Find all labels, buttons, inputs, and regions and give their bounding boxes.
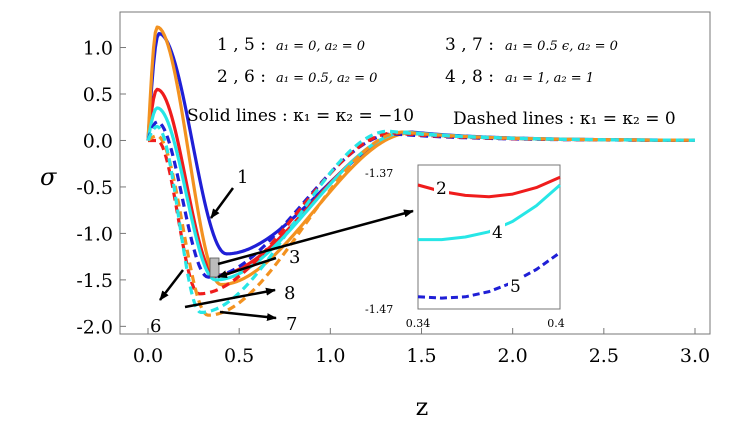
inset-series-line-5	[417, 251, 561, 300]
inset-curve-label-5: 5	[510, 277, 521, 297]
y-tick-label: -2.0	[76, 316, 113, 338]
inset-x-tick-left: 0.34	[406, 317, 431, 330]
legend-entry-3-7-params: a₁ = 0.5 ϵ, a₂ = 0	[505, 39, 618, 54]
y-tick-label: -1.0	[76, 223, 113, 245]
y-axis-label: σ	[40, 163, 57, 191]
x-tick-label: 0.5	[224, 345, 254, 367]
y-tick-label: -1.5	[76, 270, 113, 292]
plot-frame	[119, 11, 711, 335]
arrow-curve-7	[219, 310, 277, 322]
x-tick-label: 1.0	[315, 345, 345, 367]
series-line-8	[146, 124, 696, 315]
inset-curve-label-2: 2	[436, 179, 447, 199]
tick-group: 0.0 0.5 1.0 1.5 2.0 2.5 3.0 1.0 0.5 0.0 -0.5 -1.0 -1…	[76, 38, 710, 367]
inset-x-tick-right: 0.4	[547, 317, 565, 330]
arrow-to-inset	[217, 209, 414, 266]
inset-y-tick-top: -1.37	[365, 167, 393, 180]
x-tick-label: 3.0	[680, 345, 710, 367]
x-tick-label: 2.0	[498, 345, 528, 367]
legend-entry-1-5-id: 1 , 5 :	[217, 35, 266, 55]
solid-lines-note: Solid lines : κ₁ = κ₂ = −10	[187, 106, 414, 126]
annotation-label-1: 1	[237, 167, 248, 188]
legend-entry-1-5-params: a₁ = 0, a₂ = 0	[276, 39, 365, 54]
annotation-label-3: 3	[289, 247, 300, 268]
legend-entry-4-8-id: 4 , 8 :	[445, 67, 494, 87]
arrow-curve-1	[209, 187, 235, 219]
legend-entry-3-7-id: 3 , 7 :	[445, 35, 494, 55]
x-axis-label: z	[416, 393, 429, 421]
zoom-region-marker	[209, 257, 220, 278]
inset-series-group: 2 4 5	[417, 175, 561, 300]
annotation-arrows	[159, 187, 414, 322]
arrow-curve-8	[184, 287, 276, 309]
legend-entry-4-8-params: a₁ = 1, a₂ = 1	[505, 71, 594, 86]
y-tick-label: 0.5	[83, 84, 113, 106]
arrow-curve-6	[159, 269, 184, 301]
x-tick-label: 2.5	[589, 345, 619, 367]
inset-tick-group: -1.37 -1.47 0.34 0.4	[365, 167, 565, 330]
x-tick-label: 0.0	[133, 345, 163, 367]
x-tick-label: 1.5	[406, 345, 436, 367]
y-tick-label: 0.0	[83, 130, 113, 152]
annotation-label-7: 7	[286, 314, 297, 335]
y-tick-label: -0.5	[76, 177, 113, 199]
inset-curve-label-4: 4	[492, 223, 503, 243]
legend-entry-2-6-params: a₁ = 0.5, a₂ = 0	[276, 71, 377, 86]
arrow-curve-3	[217, 256, 277, 279]
dashed-lines-note: Dashed lines : κ₁ = κ₂ = 0	[453, 109, 676, 129]
legend: 1 , 5 : a₁ = 0, a₂ = 0 3 , 7 : a₁ = 0.5 …	[187, 35, 676, 129]
legend-entry-2-6-id: 2 , 6 :	[217, 67, 266, 87]
inset-y-tick-bottom: -1.47	[365, 303, 393, 316]
annotation-label-6: 6	[150, 316, 161, 337]
inset-label-bg	[508, 277, 523, 295]
annotation-label-8: 8	[284, 283, 295, 304]
inset-label-bg	[490, 223, 505, 241]
y-tick-label: 1.0	[83, 38, 113, 60]
series-group	[146, 25, 696, 317]
inset-series-line-4	[418, 183, 561, 242]
inset: -1.37 -1.47 0.34 0.4 2 4 5	[365, 164, 565, 330]
inset-label-bg	[434, 179, 449, 197]
